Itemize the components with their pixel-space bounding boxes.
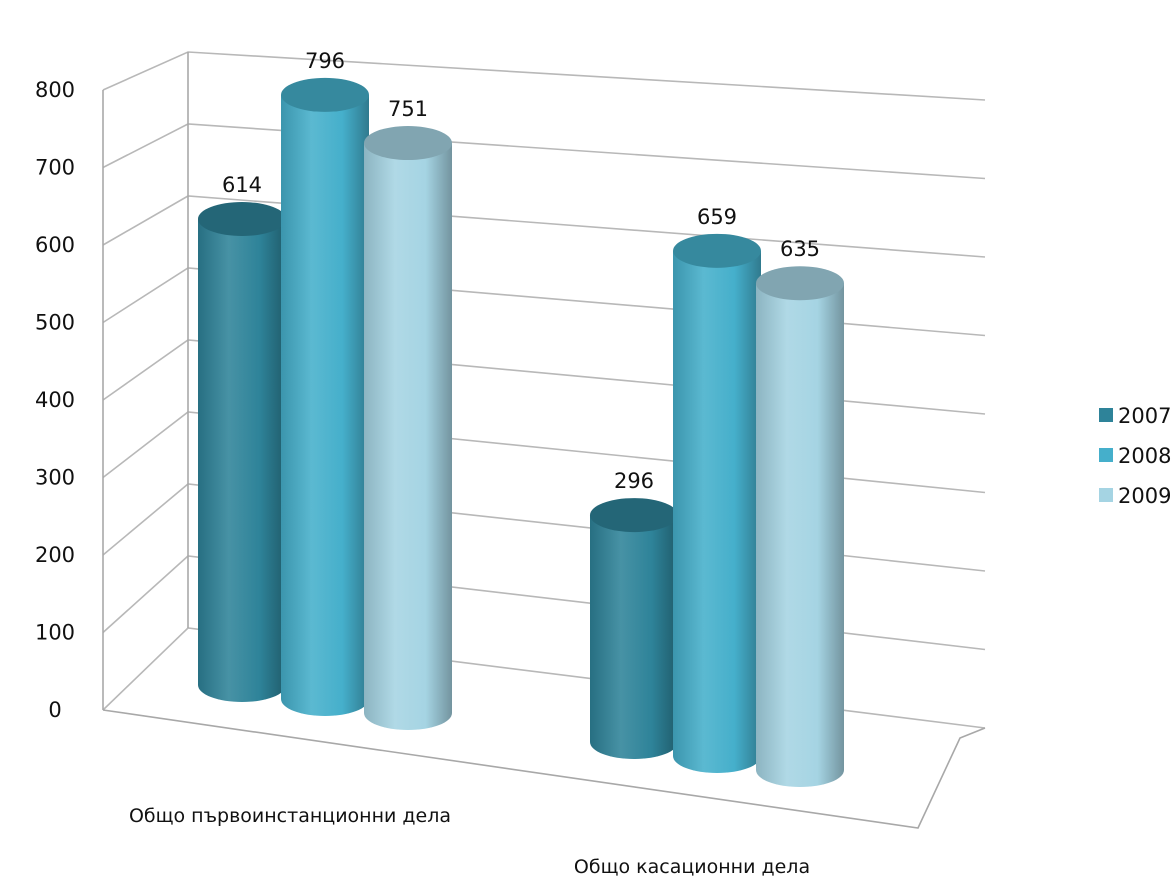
y-tick-label: 500 xyxy=(35,311,75,335)
y-tick-label: 400 xyxy=(35,388,75,412)
y-tick-label: 700 xyxy=(35,156,75,180)
data-label: 751 xyxy=(388,97,428,121)
legend: 2007 2008 2009 xyxy=(1099,404,1171,508)
data-labels: 614 796 751 296 659 635 xyxy=(222,49,820,493)
data-label: 796 xyxy=(305,49,345,73)
legend-label: 2008 xyxy=(1118,444,1171,468)
y-tick-label: 0 xyxy=(48,698,61,722)
floor-edge xyxy=(102,709,986,829)
y-axis-ticks: 0 100 200 300 400 500 600 700 800 xyxy=(35,78,75,722)
bar-2007-1 xyxy=(198,202,286,702)
bar-2009-1 xyxy=(364,126,452,730)
gridline xyxy=(102,51,986,101)
legend-item: 2008 xyxy=(1099,444,1171,468)
legend-item: 2009 xyxy=(1099,484,1171,508)
chart-frame xyxy=(102,52,986,829)
legend-swatch xyxy=(1099,448,1113,462)
legend-label: 2007 xyxy=(1118,404,1171,428)
legend-swatch xyxy=(1099,488,1113,502)
bar-2008-1 xyxy=(281,77,369,717)
y-tick-label: 200 xyxy=(35,543,75,567)
bars xyxy=(198,77,844,787)
bar-2007-2 xyxy=(590,498,678,759)
category-labels: Общо първоинстанционни дела Общо касацион… xyxy=(129,805,810,878)
legend-swatch xyxy=(1099,408,1113,422)
legend-label: 2009 xyxy=(1118,484,1171,508)
y-tick-label: 300 xyxy=(35,466,75,490)
category-label: Общо касационни дела xyxy=(574,856,810,878)
legend-item: 2007 xyxy=(1099,404,1171,428)
data-label: 659 xyxy=(697,205,737,229)
data-label: 614 xyxy=(222,173,262,197)
bar-2009-2 xyxy=(756,266,844,787)
gridline xyxy=(102,123,986,180)
data-label: 635 xyxy=(780,237,820,261)
bar-2008-2 xyxy=(673,233,761,774)
category-label: Общо първоинстанционни дела xyxy=(129,805,451,827)
data-label: 296 xyxy=(614,469,654,493)
y-tick-label: 100 xyxy=(35,621,75,645)
y-tick-label: 800 xyxy=(35,78,75,102)
y-tick-label: 600 xyxy=(35,233,75,257)
